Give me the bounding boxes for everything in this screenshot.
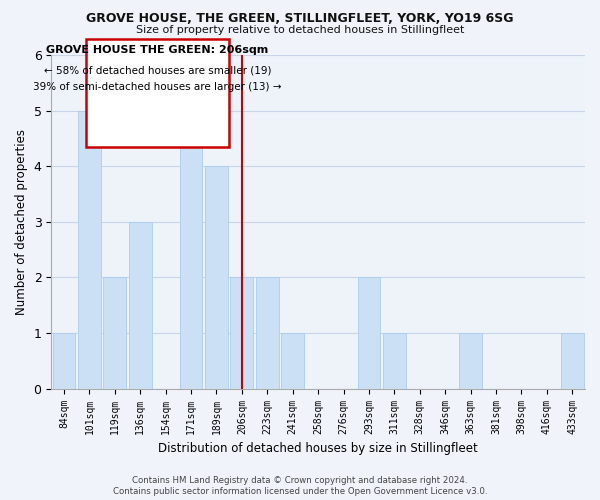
X-axis label: Distribution of detached houses by size in Stillingfleet: Distribution of detached houses by size … (158, 442, 478, 455)
Bar (53, 333, 76, 388)
Text: Size of property relative to detached houses in Stillingfleet: Size of property relative to detached ho… (136, 25, 464, 35)
Bar (459, 333, 482, 388)
Bar (281, 333, 304, 388)
Bar (78, 110, 101, 388)
Bar (230, 278, 253, 388)
Text: GROVE HOUSE, THE GREEN, STILLINGFLEET, YORK, YO19 6SG: GROVE HOUSE, THE GREEN, STILLINGFLEET, Y… (86, 12, 514, 26)
Bar (256, 278, 279, 388)
Bar (561, 333, 584, 388)
Text: GROVE HOUSE THE GREEN: 206sqm: GROVE HOUSE THE GREEN: 206sqm (46, 46, 269, 56)
Y-axis label: Number of detached properties: Number of detached properties (15, 129, 28, 315)
Text: Contains public sector information licensed under the Open Government Licence v3: Contains public sector information licen… (113, 487, 487, 496)
Bar (205, 166, 228, 388)
Text: ← 58% of detached houses are smaller (19): ← 58% of detached houses are smaller (19… (44, 66, 271, 76)
Bar (103, 278, 126, 388)
Bar (383, 333, 406, 388)
Bar (358, 278, 380, 388)
Text: 39% of semi-detached houses are larger (13) →: 39% of semi-detached houses are larger (… (33, 82, 281, 92)
Bar (179, 110, 202, 388)
Text: Contains HM Land Registry data © Crown copyright and database right 2024.: Contains HM Land Registry data © Crown c… (132, 476, 468, 485)
Bar (129, 222, 152, 388)
